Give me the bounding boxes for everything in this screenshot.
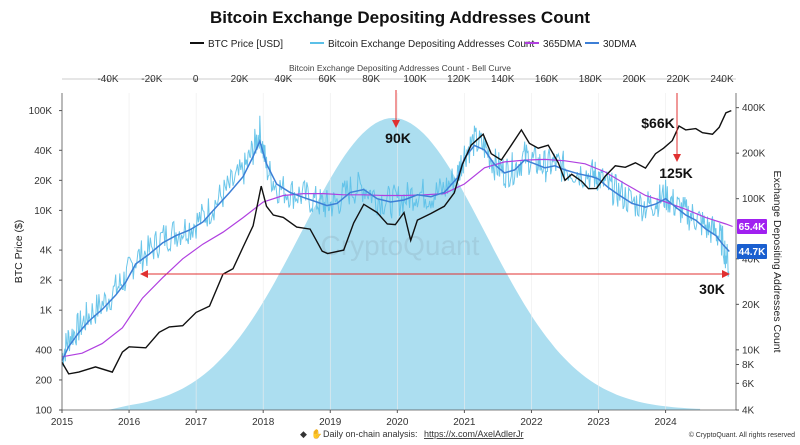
bottom-tick-label: 2023 <box>587 417 610 428</box>
left-axis-title: BTC Price ($) <box>13 220 25 284</box>
bottom-tick-label: 2018 <box>252 417 275 428</box>
left-tick-label: 1K <box>40 306 53 317</box>
right-tick-label: 6K <box>742 379 755 390</box>
left-tick-label: 200 <box>35 375 52 386</box>
bottom-tick-label: 2016 <box>118 417 141 428</box>
left-tick-label: 100K <box>29 106 53 117</box>
top-tick-label: 0 <box>193 74 199 85</box>
annotation-peak: 125K <box>659 165 692 181</box>
annotation-price-now: $66K <box>641 115 674 131</box>
top-tick-label: 220K <box>666 74 690 85</box>
bottom-tick-label: 2017 <box>185 417 208 428</box>
top-tick-label: 120K <box>447 74 471 85</box>
value-badge-label: 65.4K <box>739 222 766 233</box>
top-tick-label: 140K <box>491 74 515 85</box>
value-badge <box>737 219 767 235</box>
legend-item: BTC Price [USD] <box>208 39 283 50</box>
footer-analysis-link[interactable]: https://x.com/AxelAdlerJr <box>424 429 524 439</box>
legend-item: Bitcoin Exchange Depositing Addresses Co… <box>328 39 534 50</box>
right-tick-label: 200K <box>742 149 766 160</box>
right-tick-label: 4K <box>742 406 755 417</box>
annotation-mean: 90K <box>385 130 411 146</box>
series-365dma <box>61 158 733 358</box>
top-axis-label: Bitcoin Exchange Depositing Addresses Co… <box>289 63 511 73</box>
right-tick-label: 10K <box>742 345 760 356</box>
right-tick-label: 100K <box>742 194 766 205</box>
left-tick-label: 40K <box>34 146 52 157</box>
left-tick-label: 4K <box>40 246 53 257</box>
top-tick-label: 200K <box>623 74 647 85</box>
footer-copyright: © CryptoQuant. All rights reserved <box>689 431 795 439</box>
left-tick-label: 2K <box>40 276 53 287</box>
legend-item: 30DMA <box>603 39 637 50</box>
top-tick-label: 80K <box>362 74 380 85</box>
right-tick-label: 20K <box>742 300 760 311</box>
top-tick-label: 40K <box>275 74 293 85</box>
hands-icon: ✋ <box>311 428 322 439</box>
series-btc-price <box>61 109 732 375</box>
bottom-tick-label: 2021 <box>453 417 476 428</box>
annotation-floor: 30K <box>699 281 725 297</box>
top-tick-label: -20K <box>141 74 162 85</box>
left-tick-label: 100 <box>35 406 52 417</box>
bell-curve <box>108 118 701 410</box>
value-badge <box>737 244 767 260</box>
left-tick-label: 10K <box>34 206 52 217</box>
top-tick-label: 20K <box>231 74 249 85</box>
chart-title: Bitcoin Exchange Depositing Addresses Co… <box>210 8 590 27</box>
right-tick-label: 40K <box>742 254 760 265</box>
left-tick-label: 400 <box>35 345 52 356</box>
top-axis-ticks: -40K -20K 0 20K 40K 60K 80K 100K 120K 140K 160K 180… <box>62 74 736 85</box>
top-tick-label: -40K <box>97 74 118 85</box>
top-tick-label: 160K <box>535 74 559 85</box>
plot-area: CryptoQuant 90K 125K $66K 30K 100 200 400 1K 2K 4K… <box>29 90 767 428</box>
right-tick-label: 8K <box>742 360 755 371</box>
right-axis-title: Exchange Depositing Addresses Count <box>771 170 783 352</box>
top-tick-label: 180K <box>579 74 603 85</box>
series-30dma <box>61 139 730 361</box>
bottom-tick-label: 2024 <box>654 417 677 428</box>
top-tick-label: 60K <box>318 74 336 85</box>
left-tick-label: 20K <box>34 176 52 187</box>
gem-icon: ◆ <box>300 429 307 439</box>
bottom-tick-label: 2022 <box>520 417 543 428</box>
bottom-tick-label: 2015 <box>51 417 74 428</box>
bottom-tick-label: 2020 <box>386 417 409 428</box>
series-depositing-addresses <box>61 115 730 367</box>
bottom-tick-label: 2019 <box>319 417 342 428</box>
footer-analysis-text: Daily on-chain analysis: <box>323 429 418 439</box>
watermark: CryptoQuant <box>321 230 480 261</box>
value-badge-label: 44.7K <box>739 247 766 258</box>
legend: BTC Price [USD] Bitcoin Exchange Depositi… <box>190 39 637 50</box>
right-tick-label: 400K <box>742 103 766 114</box>
top-tick-label: 240K <box>710 74 734 85</box>
legend-item: 365DMA <box>543 39 582 50</box>
top-tick-label: 100K <box>403 74 427 85</box>
